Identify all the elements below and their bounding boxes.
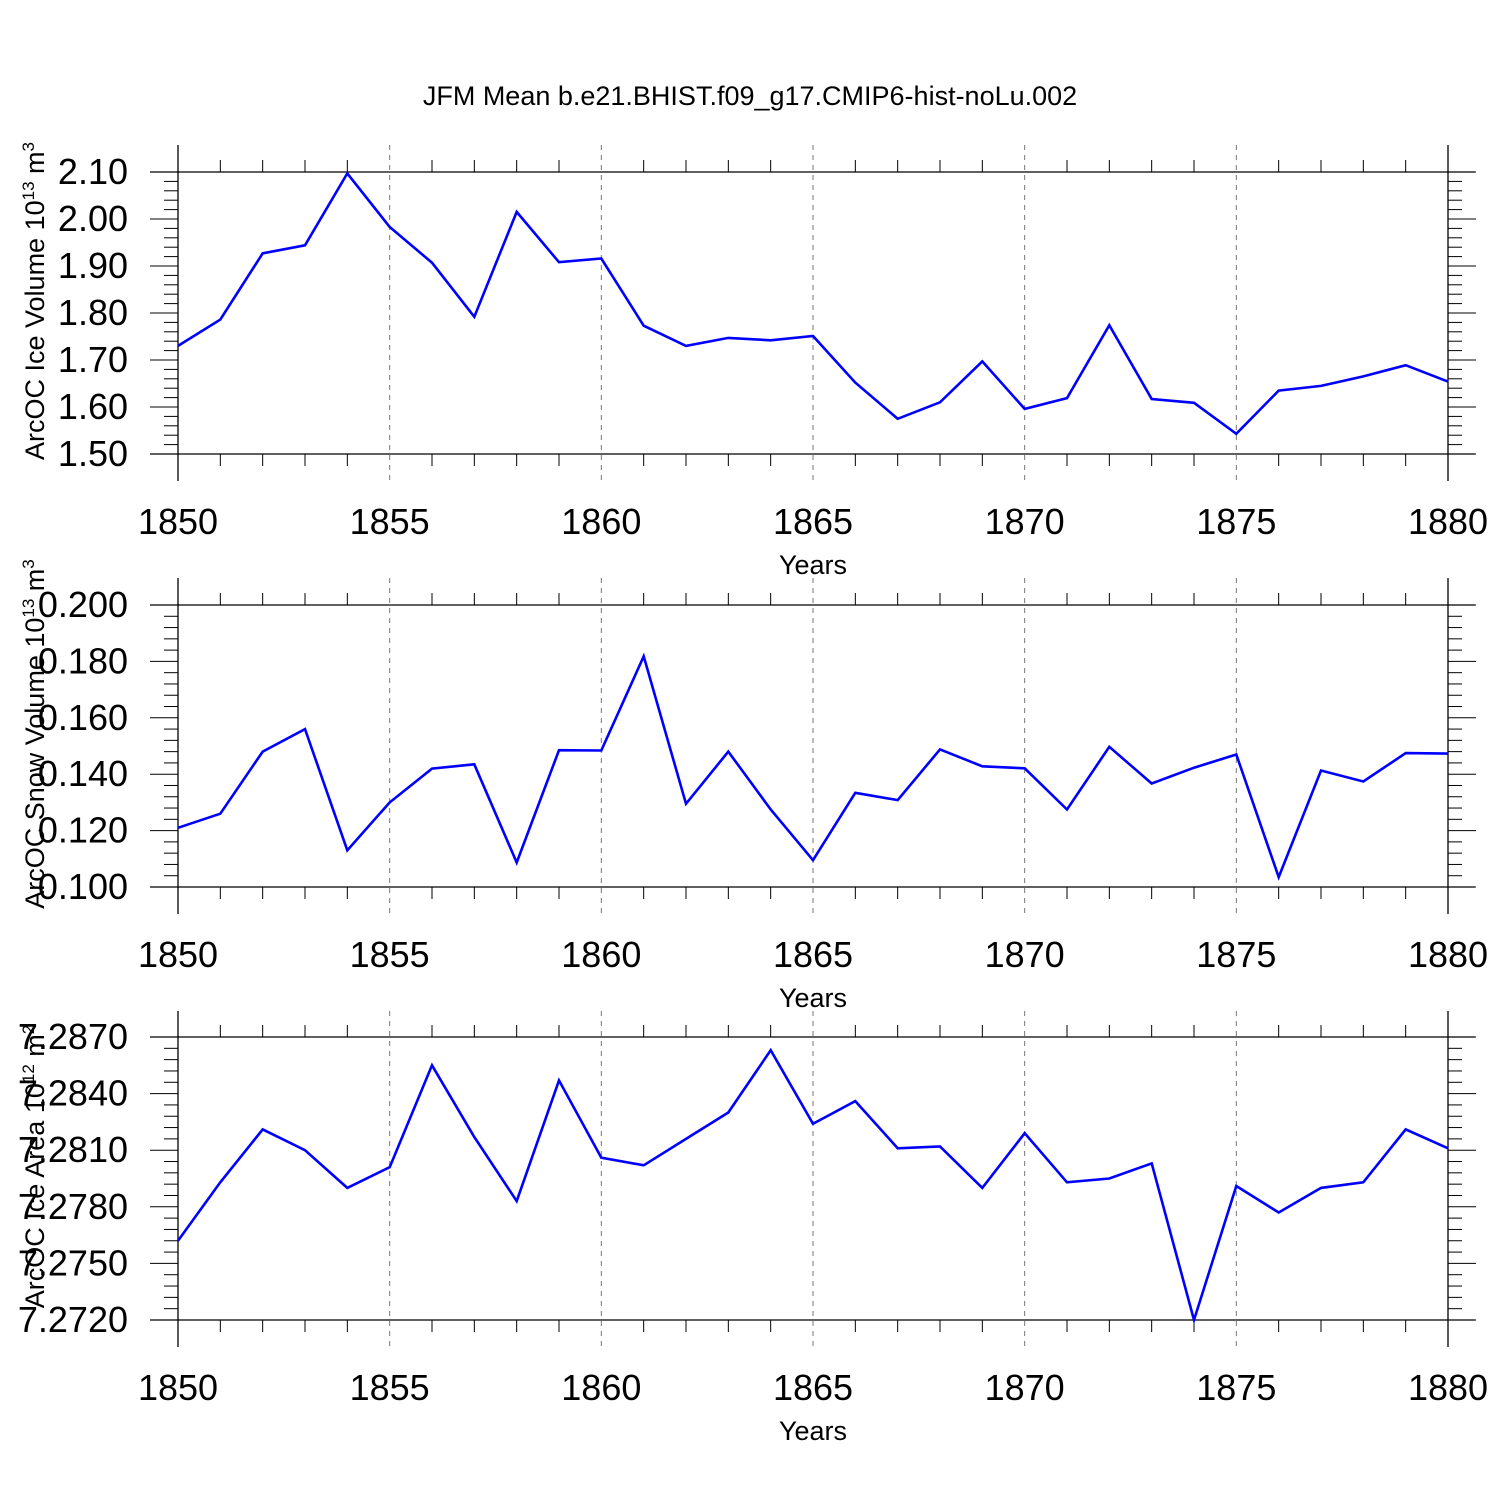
x-tick-label: 1860 xyxy=(561,1367,641,1408)
y-axis-title-unit: m xyxy=(20,151,50,181)
x-tick-label: 1865 xyxy=(773,934,853,975)
x-tick-label: 1855 xyxy=(350,1367,430,1408)
series-line xyxy=(177,652,1449,881)
x-tick-label: 1860 xyxy=(561,501,641,542)
series-line xyxy=(176,1047,1449,1325)
y-axis-title-text: ArcOC Ice Volume 10 xyxy=(20,200,50,460)
y-axis-title-text: ArcOC Snow Volume 10 xyxy=(20,618,50,909)
y-tick-label: 0.180 xyxy=(38,640,128,681)
y-axis-title: ArcOC Ice Area 1012 m2 xyxy=(19,1025,50,1309)
x-tick-label: 1865 xyxy=(773,1367,853,1408)
y-tick-label: 1.70 xyxy=(58,339,128,380)
y-tick-label: 2.00 xyxy=(58,198,128,239)
panel-1: 1850 1855 1860 1865 1870 1875 1880 1.50 1.60 1.70… xyxy=(19,142,1488,580)
y-axis-title-exponent: 13 xyxy=(19,599,38,618)
x-tick-label: 1855 xyxy=(350,934,430,975)
x-axis-title: Years xyxy=(779,1416,847,1446)
x-tick-label: 1870 xyxy=(985,934,1065,975)
y-tick-label: 7.2810 xyxy=(18,1129,128,1170)
y-tick-label: 7.2840 xyxy=(18,1073,128,1114)
y-tick-label: 7.2870 xyxy=(18,1016,128,1057)
y-axis-title-exponent: 12 xyxy=(19,1064,38,1083)
x-tick-label: 1850 xyxy=(138,934,218,975)
y-tick-label: 2.10 xyxy=(58,151,128,192)
x-tick-label: 1880 xyxy=(1408,501,1488,542)
x-tick-label: 1850 xyxy=(138,501,218,542)
x-axis-title: Years xyxy=(779,550,847,580)
y-axis-title: ArcOC Snow Volume 1013 m3 xyxy=(19,559,50,909)
x-tick-label: 1870 xyxy=(985,1367,1065,1408)
x-tick-label: 1880 xyxy=(1408,934,1488,975)
y-tick-label: 1.80 xyxy=(58,292,128,333)
x-tick-label: 1865 xyxy=(773,501,853,542)
x-tick-label: 1880 xyxy=(1408,1367,1488,1408)
y-tick-label: 7.2780 xyxy=(18,1186,128,1227)
y-axis-title-exponent: 13 xyxy=(19,181,38,200)
y-axis-title: ArcOC Ice Volume 1013 m3 xyxy=(19,142,50,460)
series-line xyxy=(177,171,1449,436)
y-tick-label: 0.160 xyxy=(38,697,128,738)
panels: 1850 1855 1860 1865 1870 1875 1880 1.50 1.60 1.70… xyxy=(18,142,1488,1446)
x-tick-label: 1855 xyxy=(350,501,430,542)
y-axis-title-unit-exponent: 3 xyxy=(19,142,38,151)
y-tick-label: 0.140 xyxy=(38,753,128,794)
y-tick-label: 7.2720 xyxy=(18,1299,128,1340)
y-tick-label: 0.100 xyxy=(38,866,128,907)
x-tick-label: 1875 xyxy=(1196,934,1276,975)
y-tick-label: 0.200 xyxy=(38,584,128,625)
y-tick-label: 1.60 xyxy=(58,386,128,427)
x-axis-title: Years xyxy=(779,983,847,1013)
figure-title: JFM Mean b.e21.BHIST.f09_g17.CMIP6-hist-… xyxy=(423,81,1077,111)
y-tick-label: 7.2750 xyxy=(18,1242,128,1283)
x-tick-label: 1875 xyxy=(1196,501,1276,542)
y-axis-title-unit-exponent: 2 xyxy=(19,1025,38,1034)
panel-3: 1850 1855 1860 1865 1870 1875 1880 7.2720 7.2750… xyxy=(18,1011,1488,1446)
y-tick-label: 1.50 xyxy=(58,433,128,474)
y-tick-label: 0.120 xyxy=(38,810,128,851)
y-axis-title-text: ArcOC Ice Area 10 xyxy=(20,1083,50,1308)
y-axis-title-unit: m xyxy=(20,1034,50,1064)
y-axis-title-unit-exponent: 3 xyxy=(19,559,38,568)
y-axis-title-unit: m xyxy=(20,569,50,599)
panel-2: 1850 1855 1860 1865 1870 1875 1880 0.100 0.120 0.… xyxy=(19,559,1488,1013)
x-tick-label: 1860 xyxy=(561,934,641,975)
x-tick-label: 1875 xyxy=(1196,1367,1276,1408)
x-tick-label: 1850 xyxy=(138,1367,218,1408)
x-tick-label: 1870 xyxy=(985,501,1065,542)
y-tick-label: 1.90 xyxy=(58,245,128,286)
